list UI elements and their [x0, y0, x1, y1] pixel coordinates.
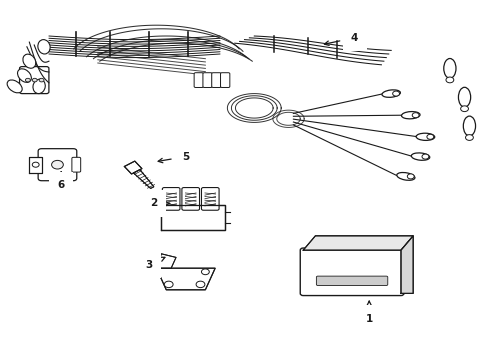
Polygon shape: [124, 161, 142, 174]
Ellipse shape: [457, 87, 469, 107]
Circle shape: [392, 91, 399, 96]
Ellipse shape: [396, 172, 414, 180]
Ellipse shape: [33, 79, 45, 94]
FancyBboxPatch shape: [162, 188, 180, 210]
Circle shape: [421, 154, 428, 159]
Circle shape: [39, 78, 44, 82]
Ellipse shape: [415, 133, 434, 140]
Circle shape: [460, 106, 468, 112]
Ellipse shape: [23, 54, 36, 68]
Polygon shape: [29, 157, 41, 173]
Circle shape: [465, 135, 472, 140]
Circle shape: [52, 161, 63, 169]
Ellipse shape: [7, 80, 22, 93]
FancyBboxPatch shape: [72, 157, 81, 172]
FancyBboxPatch shape: [211, 73, 221, 87]
Circle shape: [32, 78, 37, 82]
Polygon shape: [156, 268, 215, 290]
Polygon shape: [303, 236, 412, 250]
FancyBboxPatch shape: [194, 73, 203, 87]
FancyBboxPatch shape: [182, 188, 199, 210]
Circle shape: [164, 281, 173, 288]
Circle shape: [411, 113, 418, 118]
Text: 5: 5: [158, 152, 189, 163]
Text: 4: 4: [324, 33, 358, 45]
Circle shape: [32, 162, 39, 167]
Text: 6: 6: [58, 172, 64, 190]
Ellipse shape: [38, 40, 50, 54]
Polygon shape: [156, 254, 176, 268]
Polygon shape: [133, 170, 154, 188]
Ellipse shape: [381, 90, 400, 97]
FancyBboxPatch shape: [316, 276, 387, 285]
Polygon shape: [161, 205, 224, 230]
FancyBboxPatch shape: [201, 188, 219, 210]
Circle shape: [201, 269, 209, 275]
Ellipse shape: [462, 116, 475, 136]
Circle shape: [407, 174, 413, 179]
Text: 1: 1: [365, 301, 372, 324]
FancyBboxPatch shape: [203, 73, 212, 87]
Circle shape: [196, 281, 204, 288]
Ellipse shape: [401, 112, 419, 119]
Circle shape: [445, 77, 453, 83]
FancyBboxPatch shape: [220, 73, 229, 87]
Ellipse shape: [443, 58, 455, 78]
Text: 2: 2: [150, 198, 169, 208]
Circle shape: [25, 78, 30, 82]
Polygon shape: [400, 236, 412, 293]
FancyBboxPatch shape: [38, 149, 77, 181]
Text: 3: 3: [145, 257, 164, 270]
FancyBboxPatch shape: [20, 67, 49, 94]
Ellipse shape: [410, 153, 429, 160]
FancyBboxPatch shape: [300, 248, 403, 296]
Circle shape: [426, 134, 433, 139]
Ellipse shape: [18, 69, 31, 82]
